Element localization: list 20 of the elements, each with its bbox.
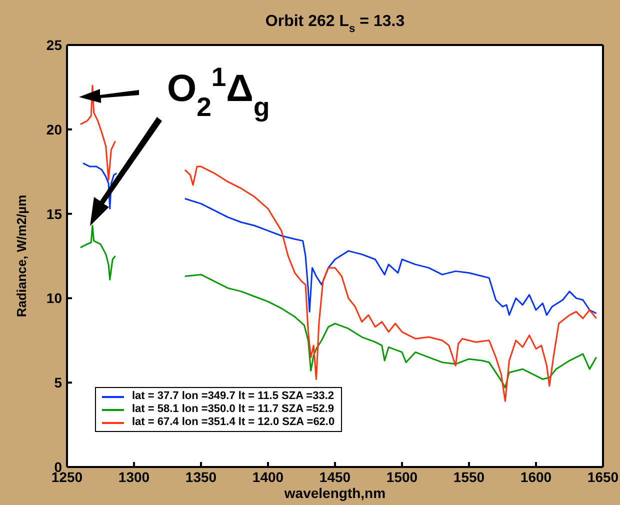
legend-label: lat = 58.1 lon =350.0 lt = 11.7 SZA =52.9: [132, 403, 334, 416]
x-tick-label: 1450: [319, 468, 351, 485]
chart-title: Orbit 262 L$_{s}$ = 13.3: [265, 13, 405, 35]
legend-label: lat = 37.7 lon =349.7 lt = 11.5 SZA =33.2: [132, 390, 334, 403]
x-tick-label: 1600: [520, 468, 552, 485]
x-tick-label: 1400: [252, 468, 284, 485]
y-axis-title: Radiance, W/m2/µm: [14, 194, 29, 318]
x-tick-label: 1300: [118, 468, 150, 485]
x-tick-label: 1350: [185, 468, 217, 485]
x-tick-label: 1650: [587, 468, 619, 485]
x-axis-title: wavelength,nm: [283, 485, 386, 501]
x-tick-label: 1500: [386, 468, 418, 485]
y-tick-label: 5: [54, 374, 62, 391]
y-tick-label: 20: [46, 121, 62, 138]
y-tick-label: 25: [46, 36, 62, 53]
y-tick-label: 15: [46, 206, 62, 222]
legend-label: lat = 67.4 lon =351.4 lt = 12.0 SZA =62.0: [132, 416, 335, 429]
annotation: O$_{2}$$^{1}$Δ$_{g}$: [167, 62, 270, 122]
y-tick-label: 10: [46, 290, 62, 306]
x-tick-label: 1550: [453, 468, 485, 485]
